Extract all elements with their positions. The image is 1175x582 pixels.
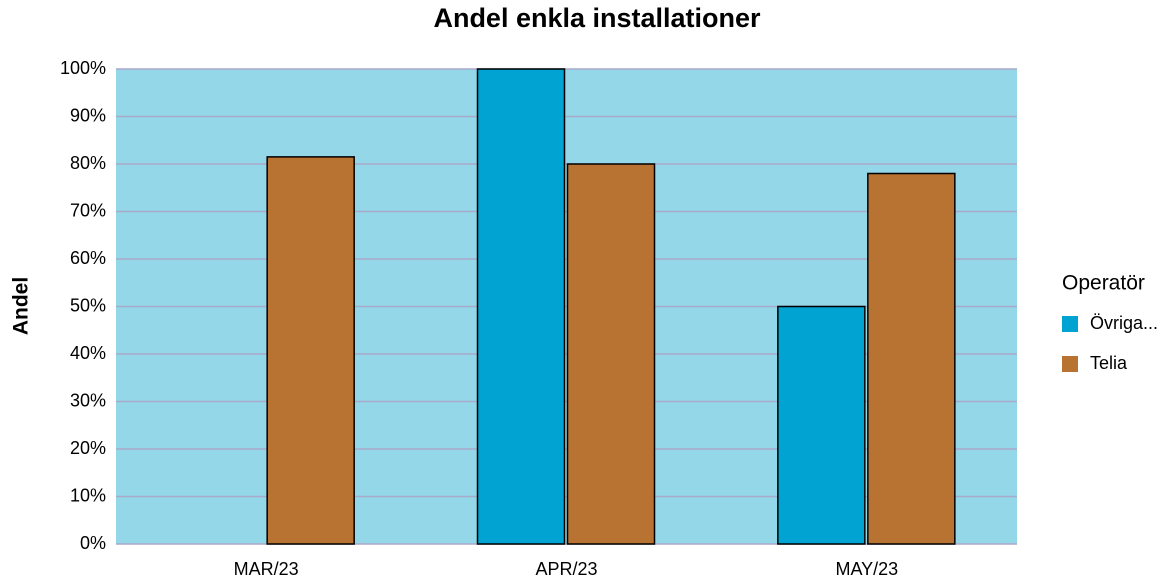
y-tick-label: 30% xyxy=(70,390,106,410)
bar xyxy=(266,156,355,545)
bar xyxy=(777,305,866,545)
legend-swatch xyxy=(1062,316,1078,332)
legend-title: Operatör xyxy=(1062,272,1145,295)
x-tick-label: MAY/23 xyxy=(835,559,898,579)
y-tick-label: 70% xyxy=(70,200,106,220)
y-tick-label: 40% xyxy=(70,343,106,363)
x-tick-label: APR/23 xyxy=(535,559,597,579)
y-tick-label: 100% xyxy=(60,58,106,78)
legend-label: Övriga... xyxy=(1090,313,1158,333)
y-tick-label: 20% xyxy=(70,438,106,458)
y-axis-label: Andel xyxy=(10,277,33,335)
y-tick-label: 90% xyxy=(70,105,106,125)
x-tick-label: MAR/23 xyxy=(234,559,299,579)
y-tick-label: 80% xyxy=(70,153,106,173)
y-tick-label: 0% xyxy=(80,533,106,553)
y-tick-label: 10% xyxy=(70,485,106,505)
bar xyxy=(566,163,656,545)
bar xyxy=(476,68,566,545)
y-tick-label: 50% xyxy=(70,295,106,315)
bar xyxy=(867,172,956,545)
legend-label: Telia xyxy=(1090,353,1128,373)
chart-title: Andel enkla installationer xyxy=(433,3,761,33)
y-tick-label: 60% xyxy=(70,248,106,268)
legend-swatch xyxy=(1062,356,1078,372)
